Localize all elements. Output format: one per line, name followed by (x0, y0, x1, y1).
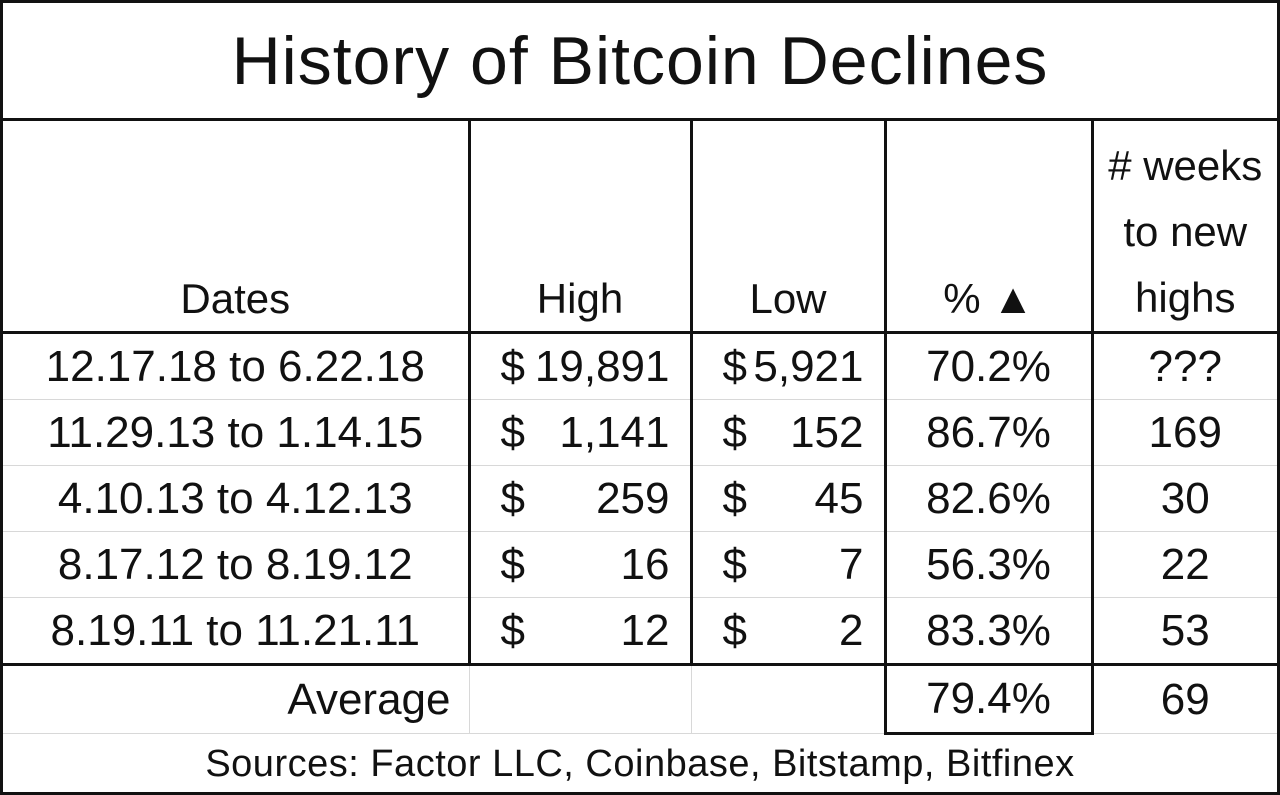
cell-low: $5,921 (691, 332, 887, 400)
header-low: Low (691, 120, 887, 334)
cell-weeks: 22 (1092, 531, 1277, 598)
dollar-sign: $ (722, 605, 747, 655)
cell-pct: 82.6% (885, 465, 1094, 532)
table-row: 11.29.13 to 1.14.15 $1,141 $152 86.7% 16… (3, 399, 1277, 466)
cell-pct: 86.7% (885, 399, 1094, 466)
cell-dates: 8.17.12 to 8.19.12 (3, 531, 471, 598)
average-row: Average 79.4% 69 (3, 664, 1277, 735)
cell-dates: 11.29.13 to 1.14.15 (3, 399, 471, 466)
dollar-sign: $ (500, 539, 525, 589)
dollar-sign: $ (722, 473, 747, 523)
average-label: Average (3, 664, 470, 734)
low-value: 7 (839, 539, 864, 589)
declines-grid: Dates High Low % ▲ # weeks to new highs … (3, 120, 1277, 735)
cell-high: $16 (469, 531, 693, 598)
cell-weeks: 53 (1092, 597, 1277, 666)
table-row: 8.17.12 to 8.19.12 $16 $7 56.3% 22 (3, 531, 1277, 598)
cell-high: $1,141 (469, 399, 693, 466)
table-row: 4.10.13 to 4.12.13 $259 $45 82.6% 30 (3, 465, 1277, 532)
cell-weeks: ??? (1092, 332, 1277, 400)
header-pct-decline: % ▲ (885, 120, 1094, 334)
table-row: 12.17.18 to 6.22.18 $19,891 $5,921 70.2%… (3, 332, 1277, 400)
high-value: 12 (620, 605, 670, 655)
cell-weeks: 169 (1092, 399, 1277, 466)
average-weeks: 69 (1092, 664, 1277, 734)
dollar-sign: $ (722, 539, 747, 589)
cell-pct: 83.3% (885, 597, 1094, 666)
cell-weeks: 30 (1092, 465, 1277, 532)
cell-low: $7 (691, 531, 887, 598)
cell-low: $2 (691, 597, 887, 666)
high-value: 259 (596, 473, 670, 523)
page-title: History of Bitcoin Declines (3, 3, 1277, 121)
header-weeks-to-new-highs: # weeks to new highs (1092, 120, 1277, 334)
cell-low: $152 (691, 399, 887, 466)
cell-high: $19,891 (469, 332, 693, 400)
average-low-empty (691, 664, 886, 734)
average-high-empty (469, 664, 692, 734)
cell-high: $12 (469, 597, 693, 666)
cell-dates: 12.17.18 to 6.22.18 (3, 332, 471, 400)
dollar-sign: $ (722, 341, 747, 391)
low-value: 45 (814, 473, 864, 523)
low-value: 152 (790, 407, 864, 457)
sources-note: Sources: Factor LLC, Coinbase, Bitstamp,… (205, 742, 1075, 785)
cell-pct: 70.2% (885, 332, 1094, 400)
low-value: 2 (839, 605, 864, 655)
header-dates: Dates (3, 120, 471, 334)
high-value: 19,891 (534, 341, 670, 391)
cell-high: $259 (469, 465, 693, 532)
header-high: High (469, 120, 693, 334)
dollar-sign: $ (500, 473, 525, 523)
dollar-sign: $ (500, 407, 525, 457)
cell-pct: 56.3% (885, 531, 1094, 598)
dollar-sign: $ (500, 341, 525, 391)
header-weeks-line3: highs (1135, 274, 1236, 321)
dollar-sign: $ (722, 407, 747, 457)
header-weeks-line2: to new (1123, 208, 1248, 255)
high-value: 1,141 (559, 407, 670, 457)
average-pct: 79.4% (883, 664, 1094, 735)
high-value: 16 (620, 539, 670, 589)
header-row: Dates High Low % ▲ # weeks to new highs (3, 120, 1277, 334)
low-value: 5,921 (753, 341, 864, 391)
cell-dates: 8.19.11 to 11.21.11 (3, 597, 471, 666)
cell-dates: 4.10.13 to 4.12.13 (3, 465, 471, 532)
cell-low: $45 (691, 465, 887, 532)
dollar-sign: $ (500, 605, 525, 655)
header-weeks-line1: # weeks (1108, 142, 1263, 189)
table-row: 8.19.11 to 11.21.11 $12 $2 83.3% 53 (3, 597, 1277, 666)
